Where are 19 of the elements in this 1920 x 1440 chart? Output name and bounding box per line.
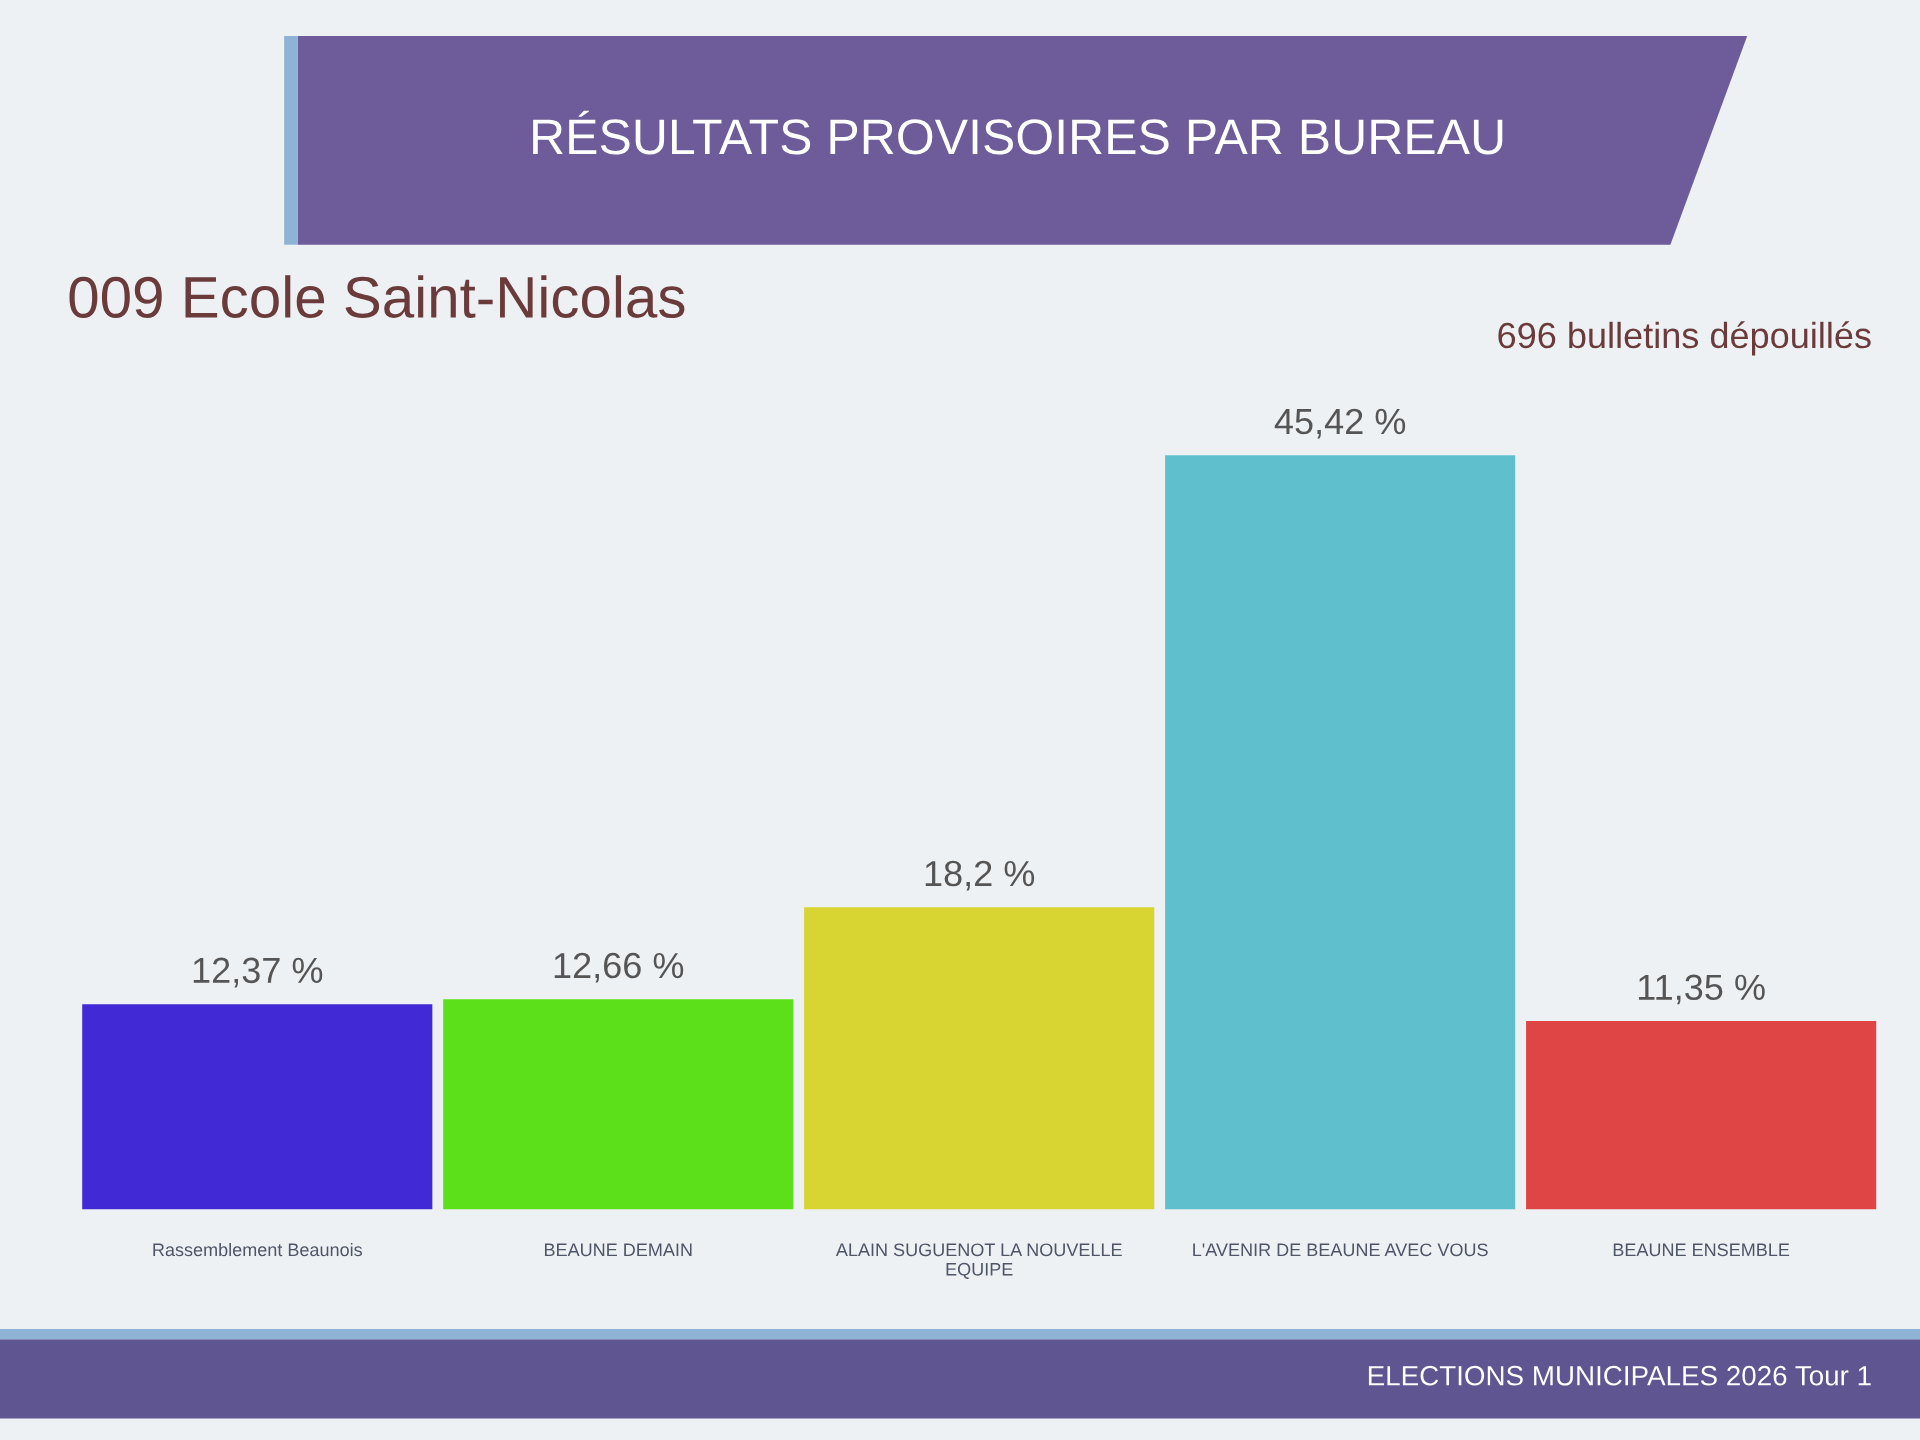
data-label: 18,2 % xyxy=(925,860,1035,891)
bar xyxy=(1526,1021,1877,1210)
chart-subtitle: 009 Ecole Saint-Nicolas xyxy=(69,275,685,319)
x-tick-label: ALAIN SUGUENOT LA NOUVELLE EQUIPE xyxy=(835,1243,1122,1279)
bar xyxy=(443,999,794,1210)
x-tick-label: L'AVENIR DE BEAUNE AVEC VOUS xyxy=(1193,1243,1488,1257)
bar xyxy=(82,1004,433,1210)
data-label: 11,35 % xyxy=(1638,974,1765,1005)
chart-title: RÉSULTATS PROVISOIRES PAR BUREAU xyxy=(533,110,1503,155)
data-label: 45,42 % xyxy=(1274,408,1406,439)
data-label: 12,66 % xyxy=(554,952,684,983)
bar xyxy=(804,907,1155,1210)
x-tick-label: Rassemblement Beaunois xyxy=(153,1242,363,1257)
text: 696 bulletins dépouillés xyxy=(1498,321,1871,356)
bar xyxy=(1165,455,1516,1210)
data-label: 12,37 % xyxy=(193,957,323,988)
x-tick-label: BEAUNE ENSEMBLE xyxy=(1613,1243,1790,1257)
x-tick-label: BEAUNE DEMAIN xyxy=(544,1243,692,1257)
text: ELECTIONS MUNICIPALES 2026 Tour 1 xyxy=(1368,1365,1871,1386)
